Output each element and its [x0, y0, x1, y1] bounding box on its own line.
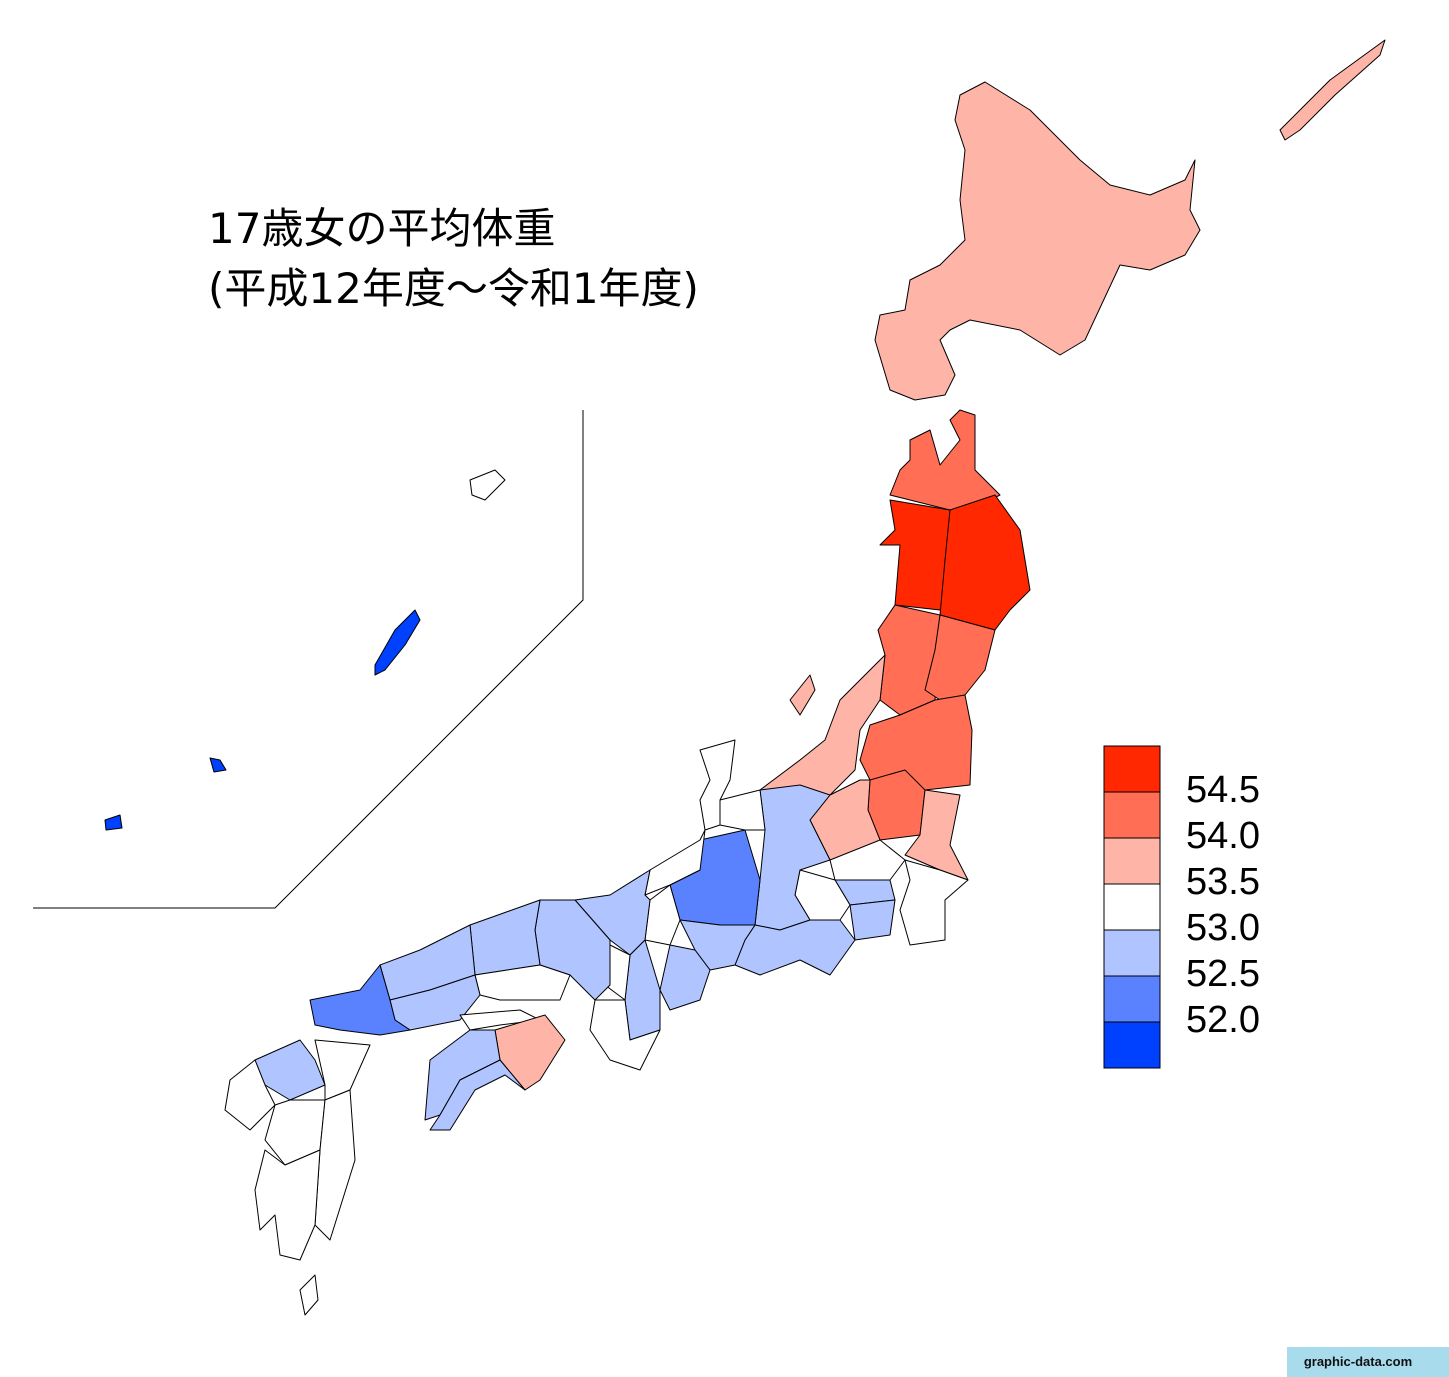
prefecture — [719, 789, 766, 831]
prefecture — [699, 739, 736, 831]
prefecture — [889, 409, 1001, 511]
prefecture — [879, 499, 951, 611]
legend: 54.554.053.553.052.552.0 — [1103, 745, 1260, 1069]
legend-swatch — [1103, 791, 1161, 839]
prefecture — [589, 999, 661, 1071]
prefecture — [254, 1149, 321, 1261]
legend-label: 54.0 — [1186, 815, 1260, 857]
prefecture — [299, 1274, 319, 1316]
legend-swatch — [1103, 745, 1161, 793]
prefecture — [829, 839, 906, 881]
prefecture — [104, 814, 123, 831]
prefecture — [314, 1039, 371, 1101]
inset-border — [33, 410, 584, 909]
legend-swatch — [1103, 975, 1161, 1023]
prefecture — [494, 1014, 566, 1091]
prefecture — [469, 469, 506, 501]
legend-swatch — [1103, 883, 1161, 931]
prefecture — [374, 609, 421, 676]
prefecture — [469, 899, 541, 976]
prefecture — [209, 757, 227, 773]
prefecture — [309, 964, 411, 1036]
prefecture — [877, 604, 941, 716]
prefecture — [429, 1059, 526, 1131]
legend-label: 53.0 — [1186, 907, 1260, 949]
legend-label: 52.5 — [1186, 953, 1260, 995]
prefecture — [859, 694, 973, 791]
title-line: (平成12年度～令和1年度) — [208, 264, 699, 313]
prefecture — [574, 869, 651, 956]
legend-swatch — [1103, 929, 1161, 977]
watermark-box — [1287, 1347, 1449, 1377]
prefecture — [849, 899, 896, 941]
prefecture — [789, 674, 816, 716]
legend-label: 53.5 — [1186, 861, 1260, 903]
legend-swatch — [1103, 837, 1161, 885]
prefecture — [759, 654, 886, 801]
prefecture — [899, 859, 969, 946]
prefectures — [104, 39, 1386, 1316]
legend-label: 52.0 — [1186, 999, 1260, 1041]
prefecture — [1279, 39, 1386, 141]
prefecture — [874, 81, 1201, 401]
legend-swatch — [1103, 1021, 1161, 1069]
prefecture — [939, 494, 1031, 631]
title-line: 17歳女の平均体重 — [208, 204, 555, 253]
legend-label: 54.5 — [1186, 769, 1260, 811]
watermark: graphic-data.com — [1304, 1354, 1412, 1369]
